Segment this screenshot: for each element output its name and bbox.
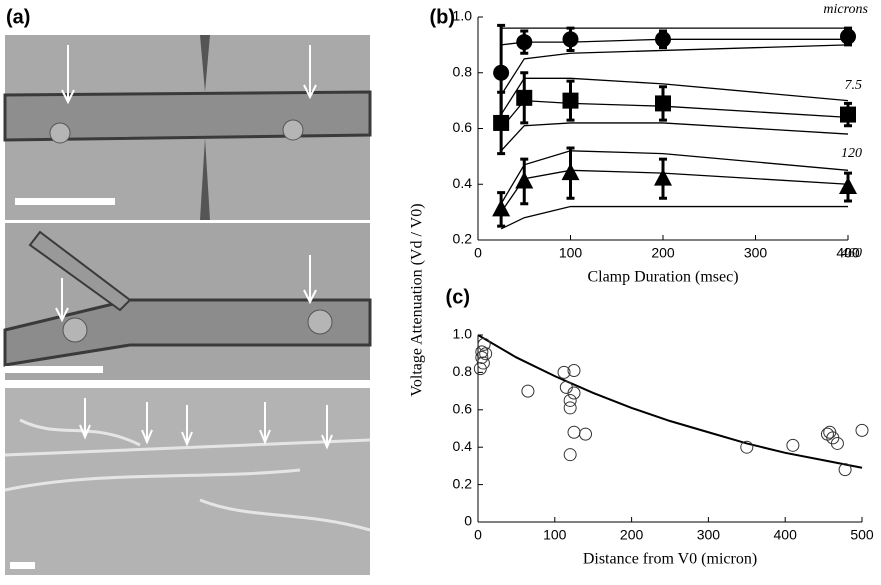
point xyxy=(477,337,491,351)
y-tick-label: 0.8 xyxy=(453,363,473,379)
trace-line xyxy=(500,169,849,213)
y-tick-label: 1.0 xyxy=(453,326,473,342)
marker xyxy=(562,92,579,109)
point xyxy=(830,436,844,450)
x-tick-label: 300 xyxy=(697,527,721,543)
x-tick-label: 0 xyxy=(474,245,482,261)
point xyxy=(479,347,493,361)
x-tick-label: 0 xyxy=(474,527,482,543)
x-tick-label: 200 xyxy=(620,527,644,543)
x-axis-label: Clamp Duration (msec) xyxy=(587,269,738,286)
annotation: 7.5 xyxy=(845,78,863,93)
point xyxy=(786,438,800,452)
x-tick-label: 400 xyxy=(836,245,860,261)
x-tick-label: 100 xyxy=(559,245,583,261)
y-tick-label: 0.2 xyxy=(453,475,473,491)
marker xyxy=(562,31,579,48)
point xyxy=(563,393,577,407)
point xyxy=(557,365,571,379)
point xyxy=(579,427,593,441)
marker xyxy=(655,31,671,48)
y-tick-label: 0.8 xyxy=(453,63,473,79)
trace-line xyxy=(500,205,848,230)
point xyxy=(563,448,577,462)
point xyxy=(559,380,573,394)
micrograph xyxy=(3,35,372,220)
y-tick-label: 0.4 xyxy=(453,438,473,454)
marker xyxy=(493,64,510,81)
y-tick-label: 0 xyxy=(464,513,472,529)
micrograph xyxy=(4,388,371,575)
marker xyxy=(561,163,580,181)
marker xyxy=(492,199,511,217)
point xyxy=(563,401,577,415)
marker xyxy=(493,114,510,131)
x-tick-label: 300 xyxy=(744,245,768,261)
panel-label: (b) xyxy=(429,6,455,28)
x-tick-label: 500 xyxy=(850,527,874,543)
point xyxy=(476,356,490,370)
trace-line xyxy=(500,44,849,96)
panel-label: (c) xyxy=(446,286,470,308)
x-tick-label: 400 xyxy=(774,527,798,543)
y-tick-label: 0.4 xyxy=(453,175,473,191)
marker xyxy=(840,106,856,123)
y-tick-label: 0.2 xyxy=(453,231,473,247)
y-tick-label: 1.0 xyxy=(453,8,473,24)
point xyxy=(567,425,581,439)
x-axis-label: Distance from V0 (micron) xyxy=(583,551,757,568)
point xyxy=(838,463,852,477)
point xyxy=(567,386,581,400)
y-tick-label: 0.6 xyxy=(453,119,473,135)
fit-line xyxy=(477,334,863,469)
trace-line xyxy=(500,150,849,205)
annotation: 460 xyxy=(841,246,862,261)
y-tick-label: 0.6 xyxy=(453,401,473,417)
trace-line xyxy=(500,77,849,115)
micrograph xyxy=(3,223,372,380)
panel-label: (a) xyxy=(6,6,30,28)
annotation: 120 xyxy=(841,146,862,161)
point xyxy=(521,384,535,398)
marker xyxy=(516,34,533,51)
x-tick-label: 200 xyxy=(651,245,675,261)
trace-line xyxy=(501,38,848,46)
marker xyxy=(655,95,671,112)
point xyxy=(567,364,581,378)
point xyxy=(740,440,754,454)
point xyxy=(855,423,869,437)
trace-line xyxy=(500,122,849,152)
y-axis-label: Voltage Attenuation (Vd / V0) xyxy=(409,203,426,396)
marker xyxy=(840,28,856,45)
annotation: microns xyxy=(823,2,868,17)
marker xyxy=(654,168,672,186)
marker xyxy=(516,89,533,106)
x-tick-label: 100 xyxy=(543,527,567,543)
point xyxy=(475,350,489,364)
marker xyxy=(839,177,857,195)
marker xyxy=(515,171,534,189)
